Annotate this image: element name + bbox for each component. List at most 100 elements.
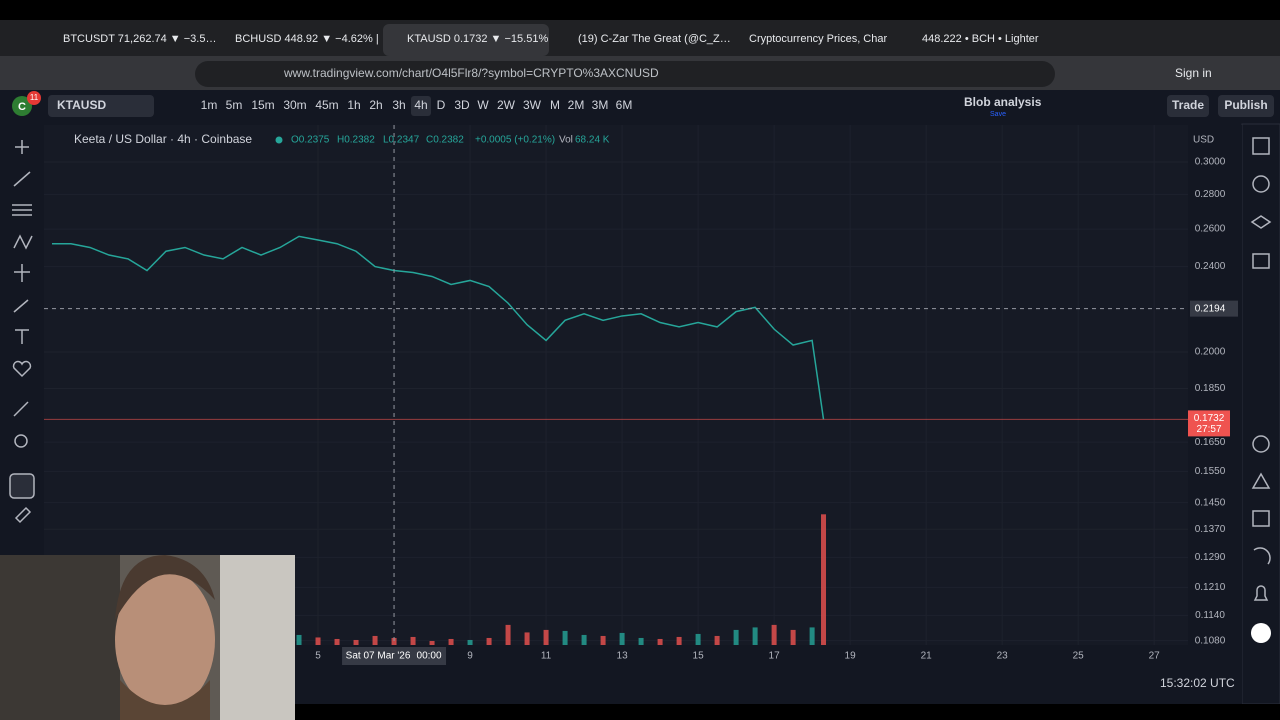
tool-brush[interactable] — [13, 299, 29, 313]
timeframe[interactable]: M — [550, 98, 560, 112]
volume-bar — [543, 629, 549, 645]
tool-fib[interactable] — [12, 204, 32, 216]
timeframe[interactable]: 3D — [454, 98, 470, 112]
crosshair-price: 0.2194 — [1195, 303, 1226, 314]
symbol[interactable]: KTAUSD — [57, 98, 106, 112]
top-bar — [0, 0, 1280, 20]
timeframe[interactable]: 1m — [201, 98, 218, 112]
badge-count: 11 — [30, 93, 39, 102]
timeframes: 1m 5m 15m 30m 45m 1h 2h 3h 4h D 3D W 2W 3W M 2M 3M 6M — [201, 96, 633, 116]
legend-volume: 68.24 K — [575, 135, 610, 146]
active-tab[interactable] — [383, 24, 549, 56]
ideas-icon[interactable] — [1251, 472, 1271, 489]
currency[interactable]: USD — [1193, 135, 1214, 146]
timeframe[interactable]: 30m — [283, 98, 306, 112]
alerts-icon[interactable] — [1252, 175, 1270, 193]
volume-bar — [315, 637, 321, 645]
watchlist-icon[interactable] — [1252, 137, 1270, 155]
publish[interactable]: Publish — [1224, 98, 1267, 112]
webcam-background — [0, 555, 120, 720]
y-tick-label: 0.1650 — [1195, 437, 1226, 448]
volume-bar — [391, 637, 397, 645]
volume-bar — [821, 514, 827, 645]
tab[interactable]: BCHUSD 448.92 ▼ −4.62% | — [235, 33, 379, 45]
x-tick-label: 27 — [1149, 651, 1161, 662]
market-status — [275, 136, 283, 144]
tool-projection[interactable] — [14, 264, 30, 282]
timeframe[interactable]: 6M — [616, 98, 633, 112]
tool-fav[interactable] — [12, 360, 32, 378]
timeframe[interactable]: W — [477, 98, 489, 112]
price-axis — [1188, 125, 1242, 667]
tab[interactable]: 448.222 • BCH • Lighter — [922, 33, 1039, 45]
volume-bar — [733, 629, 739, 645]
tool-zoom[interactable] — [14, 434, 28, 448]
trade-button[interactable] — [1167, 95, 1209, 117]
x-tick-label: 17 — [769, 651, 781, 662]
timeframe[interactable]: 45m — [315, 98, 338, 112]
last-price: 0.1732 — [1194, 413, 1225, 424]
symbol-box[interactable] — [48, 95, 154, 117]
tool-line[interactable] — [13, 171, 31, 187]
tool-pattern[interactable] — [13, 234, 33, 250]
apps-icon[interactable] — [1251, 623, 1271, 643]
tool-text[interactable] — [15, 329, 29, 344]
avatar[interactable] — [12, 96, 32, 116]
layers-icon[interactable] — [1250, 215, 1272, 229]
y-tick-label: 0.1080 — [1195, 635, 1226, 646]
y-tick-label: 0.2000 — [1195, 347, 1226, 358]
save-status: Save — [990, 111, 1006, 118]
legend-volume-label: Vol — [559, 135, 573, 146]
publish-button[interactable] — [1218, 95, 1274, 117]
x-tick-label: 5 — [315, 651, 321, 662]
timeframe[interactable]: 1h — [347, 98, 360, 112]
url-field[interactable] — [195, 61, 1055, 87]
target-icon[interactable] — [1252, 435, 1270, 453]
last-price-box — [1188, 410, 1230, 437]
volume-bar — [410, 636, 416, 645]
timeframe[interactable]: 2M — [568, 98, 585, 112]
url[interactable]: www.tradingview.com/chart/O4l5Flr8/?symb… — [283, 66, 659, 80]
tool-lock[interactable] — [14, 506, 32, 524]
timeframe[interactable]: 4h — [414, 98, 427, 112]
crosshair-date: Sat 07 Mar '26 — [346, 651, 411, 662]
y-tick-label: 0.1450 — [1195, 497, 1226, 508]
timeframe[interactable]: 2h — [369, 98, 382, 112]
bottom-bar — [0, 704, 1280, 720]
tab[interactable]: KTAUSD 0.1732 ▼ −15.51% — [407, 33, 548, 45]
tool-ruler[interactable] — [13, 401, 29, 417]
tool-cross[interactable] — [15, 140, 29, 154]
timeframe[interactable]: 3W — [523, 98, 542, 112]
timeframe[interactable]: 3M — [592, 98, 609, 112]
timeframe[interactable]: 5m — [226, 98, 243, 112]
layout-name[interactable]: Blob analysis — [964, 95, 1042, 109]
legend-high: H0.2382 — [337, 135, 375, 146]
x-tick-label: 13 — [617, 651, 629, 662]
left-tools — [9, 140, 35, 524]
sign-in[interactable]: Sign in — [1175, 66, 1212, 80]
tab[interactable]: Cryptocurrency Prices, Char — [749, 33, 887, 45]
bell-icon[interactable] — [1253, 585, 1269, 601]
timeframe[interactable]: 15m — [251, 98, 274, 112]
tool-magnet[interactable] — [9, 473, 35, 499]
chat-icon[interactable] — [1252, 253, 1270, 269]
tab[interactable]: (19) C-Zar The Great (@C_Z… — [578, 33, 731, 45]
y-tick-label: 0.1370 — [1195, 524, 1226, 535]
timeframe[interactable]: 3h — [392, 98, 405, 112]
volume-bar — [714, 635, 720, 645]
webcam-beard — [120, 680, 210, 720]
x-tick-label: 11 — [541, 651, 552, 662]
x-tick-label: 23 — [997, 651, 1009, 662]
volume-bar — [600, 635, 606, 645]
timeframe[interactable]: 2W — [497, 98, 516, 112]
trade[interactable]: Trade — [1172, 98, 1204, 112]
legend-close: C0.2382 — [426, 135, 464, 146]
y-tick-label: 0.1140 — [1195, 610, 1225, 621]
volume-bar — [353, 639, 359, 645]
volume-bar — [486, 637, 492, 645]
calendar-icon[interactable] — [1252, 510, 1270, 527]
timeframe[interactable]: D — [437, 98, 446, 112]
stream-icon[interactable] — [1253, 547, 1271, 565]
tab[interactable]: BTCUSDT 71,262.74 ▼ −3.5… — [63, 33, 216, 45]
